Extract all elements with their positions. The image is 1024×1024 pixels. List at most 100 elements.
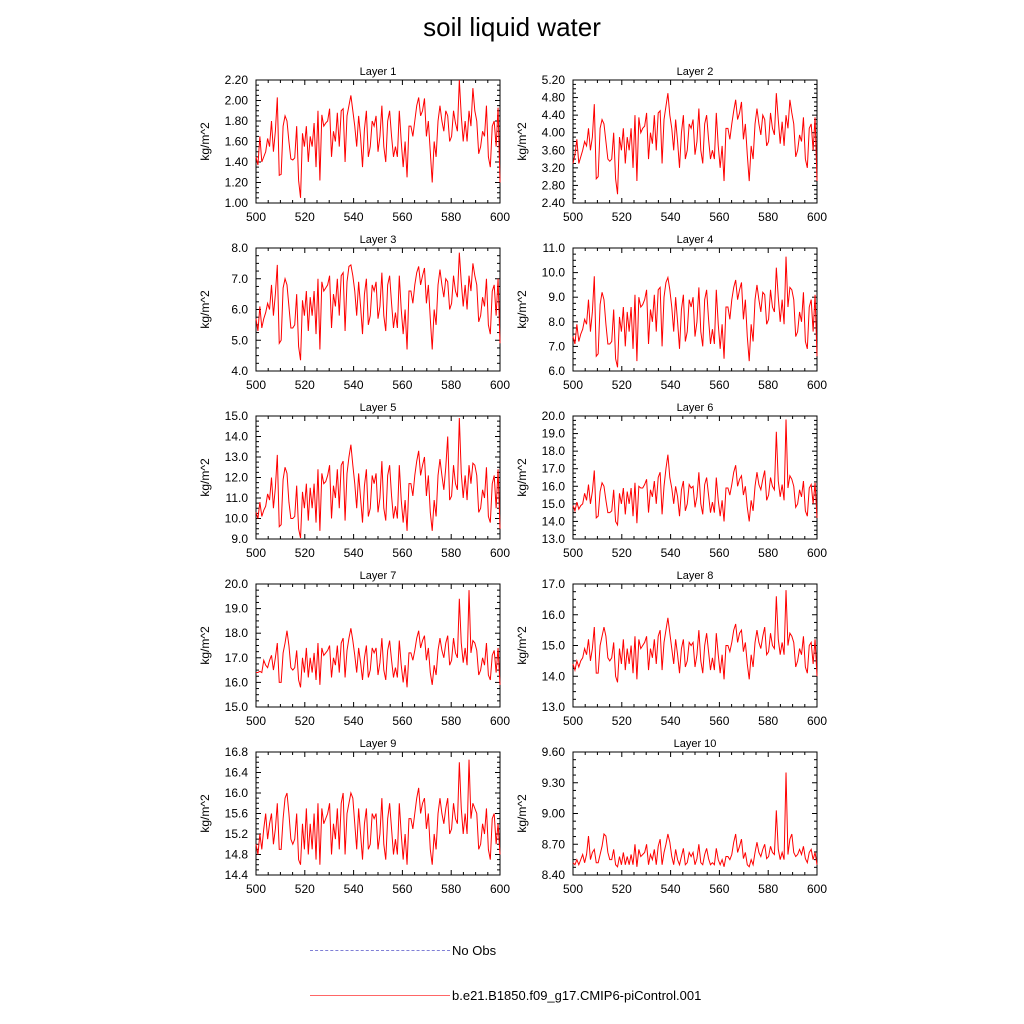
x-tick-label: 560 bbox=[709, 546, 729, 560]
panel-layer-10: Layer 10 kg/m^2 500 520 540 560 580 600 8.40 8.70… bbox=[515, 738, 827, 896]
x-tick-label: 520 bbox=[295, 210, 315, 224]
y-tick-label: 20.0 bbox=[225, 577, 249, 591]
y-tick-label: 3.60 bbox=[542, 143, 566, 157]
panel-title: Layer 10 bbox=[674, 738, 717, 750]
series-line bbox=[572, 256, 818, 368]
y-tick-label: 1.80 bbox=[225, 114, 249, 128]
legend-dashed-line bbox=[310, 949, 450, 951]
panel-layer-5: Layer 5 kg/m^2 500 520 540 560 580 600 9.0 10.0 11… bbox=[198, 402, 510, 560]
x-tick-label: 580 bbox=[758, 378, 778, 392]
y-tick-label: 14.0 bbox=[542, 669, 566, 683]
y-tick-label: 8.70 bbox=[542, 837, 566, 851]
series-line bbox=[572, 590, 818, 683]
y-tick-label: 9.30 bbox=[542, 776, 566, 790]
y-tick-label: 18.0 bbox=[225, 626, 249, 640]
y-axis-label: kg/m^2 bbox=[198, 794, 212, 833]
x-tick-label: 520 bbox=[612, 882, 632, 896]
y-tick-label: 14.0 bbox=[225, 430, 249, 444]
y-tick-label: 16.4 bbox=[225, 766, 249, 780]
plot-frame bbox=[572, 247, 818, 372]
figure-title: soil liquid water bbox=[423, 12, 601, 42]
x-tick-label: 500 bbox=[246, 210, 266, 224]
panel-layer-4: Layer 4 kg/m^2 500 520 540 560 580 600 6.0 7.0 8.0… bbox=[515, 234, 827, 392]
y-tick-label: 18.0 bbox=[542, 444, 566, 458]
x-tick-label: 600 bbox=[807, 714, 827, 728]
x-tick-label: 500 bbox=[563, 378, 583, 392]
plot-frame bbox=[255, 583, 501, 708]
x-tick-label: 520 bbox=[612, 714, 632, 728]
series-line bbox=[572, 93, 818, 195]
y-tick-label: 10.0 bbox=[542, 266, 566, 280]
y-tick-label: 15.0 bbox=[225, 409, 249, 423]
y-tick-label: 2.20 bbox=[225, 73, 249, 87]
y-tick-label: 15.6 bbox=[225, 807, 249, 821]
x-tick-label: 540 bbox=[344, 714, 364, 728]
x-tick-label: 600 bbox=[490, 546, 510, 560]
x-tick-label: 540 bbox=[344, 882, 364, 896]
panel-title: Layer 9 bbox=[360, 738, 397, 750]
plot-frame bbox=[572, 415, 818, 540]
plot-frame bbox=[255, 751, 501, 876]
x-tick-label: 560 bbox=[709, 882, 729, 896]
x-tick-label: 600 bbox=[807, 546, 827, 560]
series-line bbox=[255, 252, 501, 361]
x-tick-label: 500 bbox=[563, 210, 583, 224]
x-tick-label: 560 bbox=[392, 210, 412, 224]
y-tick-label: 16.0 bbox=[225, 675, 249, 689]
plot-frame bbox=[572, 583, 818, 708]
legend-item-no-obs: No Obs bbox=[310, 940, 496, 960]
y-tick-label: 19.0 bbox=[542, 427, 566, 441]
x-tick-label: 600 bbox=[490, 714, 510, 728]
x-tick-label: 500 bbox=[246, 714, 266, 728]
y-tick-label: 9.60 bbox=[542, 745, 566, 759]
y-tick-label: 7.0 bbox=[548, 339, 565, 353]
y-tick-label: 6.0 bbox=[231, 303, 248, 317]
x-tick-label: 600 bbox=[490, 882, 510, 896]
panel-layer-1: Layer 1 kg/m^2 500 520 540 560 580 600 1.00 1.20 1… bbox=[198, 66, 510, 224]
series-line bbox=[255, 79, 501, 198]
y-tick-label: 2.40 bbox=[542, 196, 566, 210]
x-tick-label: 500 bbox=[563, 546, 583, 560]
y-tick-label: 20.0 bbox=[542, 409, 566, 423]
panel-title: Layer 6 bbox=[677, 402, 714, 414]
plot-frame bbox=[572, 751, 818, 876]
x-tick-label: 520 bbox=[295, 378, 315, 392]
plot-frame bbox=[255, 415, 501, 540]
x-tick-label: 600 bbox=[807, 210, 827, 224]
y-axis-label: kg/m^2 bbox=[198, 122, 212, 161]
y-tick-label: 15.0 bbox=[225, 700, 249, 714]
x-tick-label: 560 bbox=[392, 546, 412, 560]
y-tick-label: 8.40 bbox=[542, 868, 566, 882]
y-tick-label: 1.00 bbox=[225, 196, 249, 210]
legend-solid-line bbox=[310, 994, 450, 996]
x-tick-label: 560 bbox=[709, 714, 729, 728]
y-tick-label: 10.0 bbox=[225, 512, 249, 526]
y-tick-label: 9.00 bbox=[542, 807, 566, 821]
y-axis-label: kg/m^2 bbox=[515, 458, 529, 497]
series-line bbox=[255, 418, 501, 539]
y-tick-label: 8.0 bbox=[548, 315, 565, 329]
y-tick-label: 17.0 bbox=[542, 462, 566, 476]
y-tick-label: 13.0 bbox=[542, 532, 566, 546]
panel-layer-2: Layer 2 kg/m^2 500 520 540 560 580 600 2.40 2.80 3… bbox=[515, 66, 827, 224]
y-tick-label: 9.0 bbox=[231, 532, 248, 546]
panel-title: Layer 4 bbox=[677, 234, 714, 246]
legend-label-no-obs: No Obs bbox=[452, 942, 497, 958]
y-axis-label: kg/m^2 bbox=[198, 290, 212, 329]
x-tick-label: 540 bbox=[661, 546, 681, 560]
y-tick-label: 12.0 bbox=[225, 471, 249, 485]
y-tick-label: 4.40 bbox=[542, 108, 566, 122]
panel-layer-9: Layer 9 kg/m^2 500 520 540 560 580 600 14.4 14.8 1… bbox=[198, 738, 510, 896]
y-tick-label: 5.20 bbox=[542, 73, 566, 87]
x-tick-label: 520 bbox=[295, 882, 315, 896]
x-tick-label: 500 bbox=[246, 378, 266, 392]
x-tick-label: 520 bbox=[295, 546, 315, 560]
y-tick-label: 14.0 bbox=[542, 514, 566, 528]
y-tick-label: 16.8 bbox=[225, 745, 249, 759]
x-tick-label: 600 bbox=[807, 882, 827, 896]
x-tick-label: 560 bbox=[709, 210, 729, 224]
x-tick-label: 560 bbox=[709, 378, 729, 392]
y-tick-label: 15.0 bbox=[542, 497, 566, 511]
series-line bbox=[256, 590, 501, 688]
y-tick-label: 5.0 bbox=[231, 333, 248, 347]
